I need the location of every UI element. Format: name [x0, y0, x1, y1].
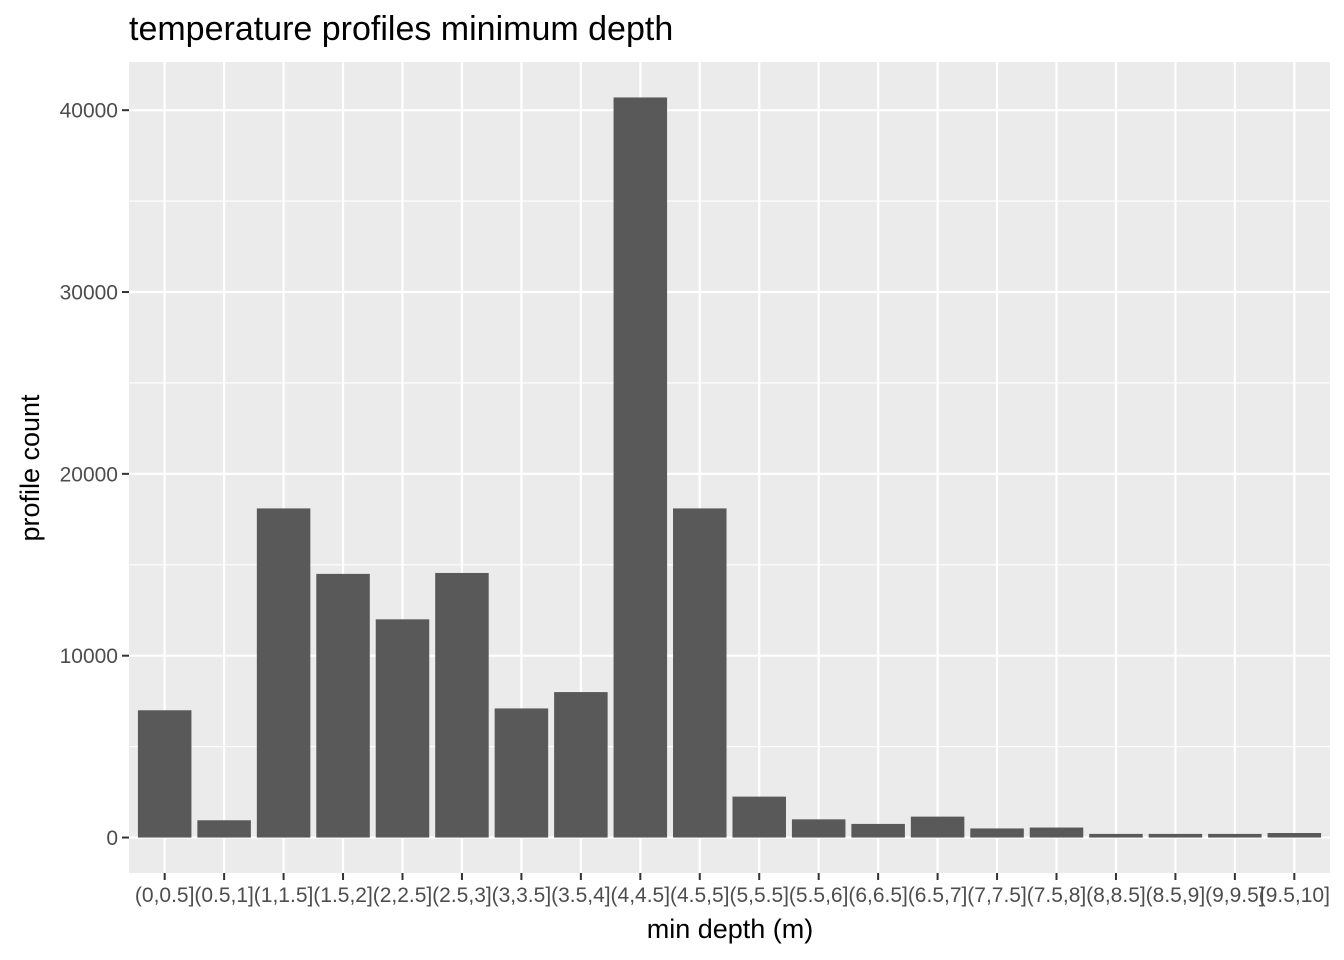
y-tick-label: 0 — [106, 827, 118, 850]
bar — [910, 816, 965, 838]
bar — [732, 796, 786, 838]
y-tick-label: 20000 — [60, 463, 118, 486]
x-axis-title: min depth (m) — [647, 914, 814, 944]
y-axis: 0 10000 20000 30000 40000 — [60, 100, 129, 850]
x-tick-label: (5,5.5] — [729, 884, 789, 907]
x-tick-label: (2.5,3] — [432, 884, 492, 907]
bar — [256, 508, 311, 838]
bar — [554, 692, 608, 838]
bar — [613, 97, 668, 838]
x-tick-label: (3.5,4] — [551, 884, 611, 907]
x-tick-label: (5.5,6] — [789, 884, 849, 907]
bar — [375, 619, 430, 838]
grid-major — [129, 62, 1330, 873]
bar — [494, 708, 549, 838]
bar — [316, 573, 370, 838]
bars — [137, 97, 1322, 838]
bar — [673, 508, 727, 838]
bar — [435, 572, 489, 838]
bar — [851, 823, 905, 838]
bar — [1029, 827, 1084, 838]
x-tick-label: (4,4.5] — [611, 884, 671, 907]
y-tick-label: 40000 — [60, 100, 118, 123]
x-tick-label: (9,9.5] — [1205, 884, 1265, 907]
x-tick-label: (6.5,7] — [908, 884, 968, 907]
x-tick-label: (0,0.5] — [135, 884, 195, 907]
bar — [1089, 833, 1143, 838]
x-tick-label: (9.5,10] — [1259, 884, 1330, 907]
y-axis-title: profile count — [15, 394, 45, 542]
bar — [970, 828, 1024, 838]
x-tick-label: (4.5,5] — [670, 884, 730, 907]
x-tick-label: (1,1.5] — [254, 884, 314, 907]
x-tick-label: (1.5,2] — [313, 884, 373, 907]
bar — [791, 819, 846, 838]
x-tick-label: (7,7.5] — [967, 884, 1027, 907]
bar — [197, 820, 251, 838]
y-tick-label: 30000 — [60, 282, 118, 305]
x-tick-label: (0.5,1] — [194, 884, 254, 907]
x-axis: (0,0.5] (0.5,1] (1,1.5] (1.5,2] (2,2.5] (2.5,… — [135, 873, 1330, 907]
x-tick-label: (3,3.5] — [492, 884, 552, 907]
bar — [1148, 833, 1203, 838]
bar — [1267, 832, 1322, 838]
x-tick-label: (2,2.5] — [373, 884, 433, 907]
x-tick-label: (8.5,9] — [1146, 884, 1206, 907]
y-tick-label: 10000 — [60, 645, 118, 668]
bar — [137, 710, 192, 838]
x-tick-label: (6,6.5] — [848, 884, 908, 907]
bar — [1208, 833, 1262, 838]
chart-title: temperature profiles minimum depth — [129, 10, 673, 48]
x-tick-label: (7.5,8] — [1027, 884, 1087, 907]
x-tick-label: (8,8.5] — [1086, 884, 1146, 907]
